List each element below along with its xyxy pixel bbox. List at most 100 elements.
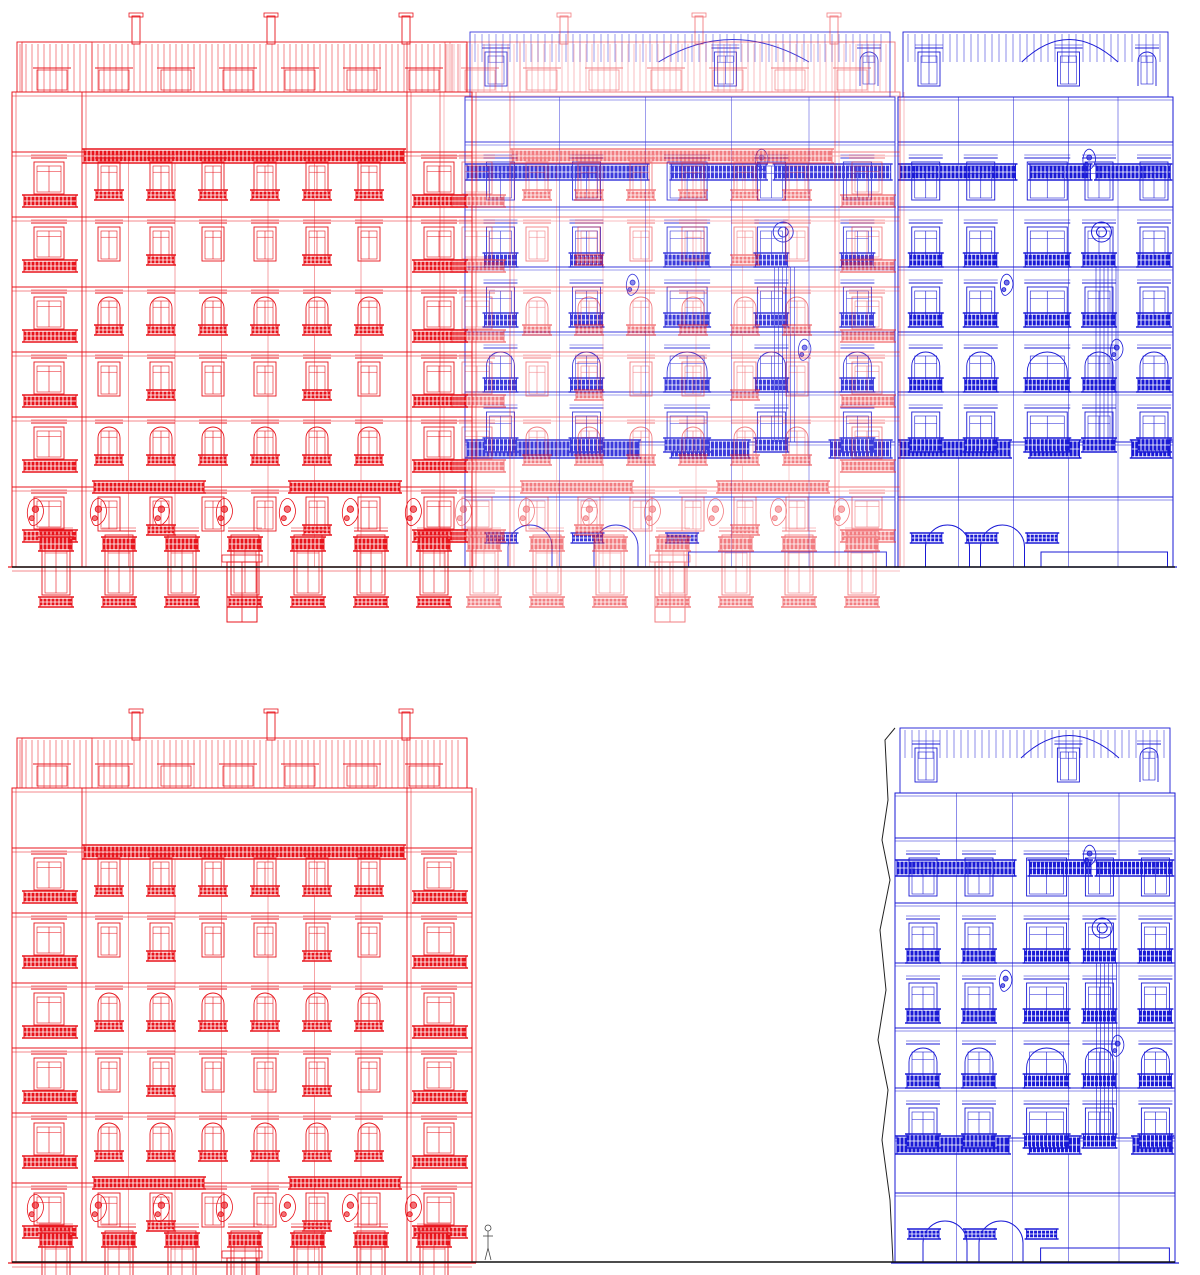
balcony-railing [1081,1073,1118,1089]
balcony-railing [962,437,999,453]
balcony-railing [354,454,384,466]
balcony-railing [905,1008,941,1024]
window [355,154,383,197]
balcony-railing [466,596,502,608]
window [679,354,707,397]
window [1054,44,1083,87]
window [849,289,885,330]
balcony-railing [288,1176,402,1190]
window [1138,850,1173,897]
window [421,289,457,330]
balcony-railing [1024,1228,1059,1240]
window [523,219,551,262]
balcony-railing [466,536,502,552]
ornament-carving [89,498,107,527]
balcony-railing [718,596,754,608]
balcony-railing [94,324,124,336]
balcony-railing [909,532,944,544]
balcony-railing [94,189,124,201]
overlay-elevation [8,12,1177,623]
window [1135,44,1159,86]
ornament-carving [215,498,233,527]
chimney [263,708,279,741]
balcony-railing [1081,377,1117,393]
balcony-railing [1081,948,1118,964]
balcony-railing [288,480,402,494]
balcony-railing [678,324,708,336]
window [459,154,495,195]
balcony-railing [1137,1133,1174,1149]
balcony-railing [839,437,876,453]
ground-floor [891,1192,1179,1264]
blue-facade [461,31,899,568]
window [857,44,881,86]
balcony-railing [82,148,406,164]
window [1082,850,1117,897]
balcony-railing [1022,1008,1071,1024]
balcony-railing [840,329,896,343]
window [199,219,227,262]
window [421,1115,457,1156]
balcony-railing [839,312,876,328]
ornament-carving [1082,844,1097,867]
window [908,154,943,201]
balcony-railing [82,844,406,860]
ornament-carving [26,1194,44,1223]
window [731,219,759,262]
balcony-railing [412,1155,468,1169]
balcony-railing [22,955,78,969]
window [31,489,67,530]
balcony-railing [353,536,389,552]
balcony-railing [198,324,228,336]
balcony-railing [840,194,896,208]
window [199,915,227,958]
balcony-railing [1023,312,1072,328]
balcony-railing [1081,1133,1118,1149]
balcony-railing [730,254,760,266]
balcony-railing [1081,1008,1118,1024]
window [783,219,811,262]
balcony-railing [782,189,812,201]
balcony-railing [522,454,552,466]
window [1023,850,1070,897]
red-facade [8,708,477,1275]
balcony-railing [961,1008,997,1024]
balcony-railing [302,1150,332,1162]
balcony-railing [574,454,604,466]
balcony-railing [753,437,790,453]
balcony-railing [905,1133,941,1149]
facade-body [897,96,1174,568]
balcony-railing [1022,1073,1071,1089]
window [627,354,655,397]
balcony-railing [94,1150,124,1162]
balcony-railing [22,459,78,473]
balcony-railing [101,1232,137,1248]
window [251,354,279,397]
balcony-railing [465,163,650,181]
balcony-railing [146,1150,176,1162]
ornament-carving [706,498,724,527]
balcony-railing [1136,252,1172,268]
balcony-railing [655,536,691,552]
window [523,354,551,397]
balcony-railing [1136,377,1172,393]
window [95,219,123,262]
balcony-railing [92,480,206,494]
chimney [398,708,414,741]
window [963,154,998,201]
balcony-railing [198,885,228,897]
window [31,419,67,460]
ornament-carving [643,498,661,527]
balcony-railing [146,389,176,401]
balcony-railing [302,389,332,401]
window [421,985,457,1026]
balcony-railing [146,1085,176,1097]
balcony-railing [529,536,565,552]
balcony-railing [146,454,176,466]
window [251,1050,279,1093]
window [962,1040,996,1086]
balcony-railing [753,252,790,268]
balcony-railing [290,1232,326,1248]
window [849,154,885,195]
